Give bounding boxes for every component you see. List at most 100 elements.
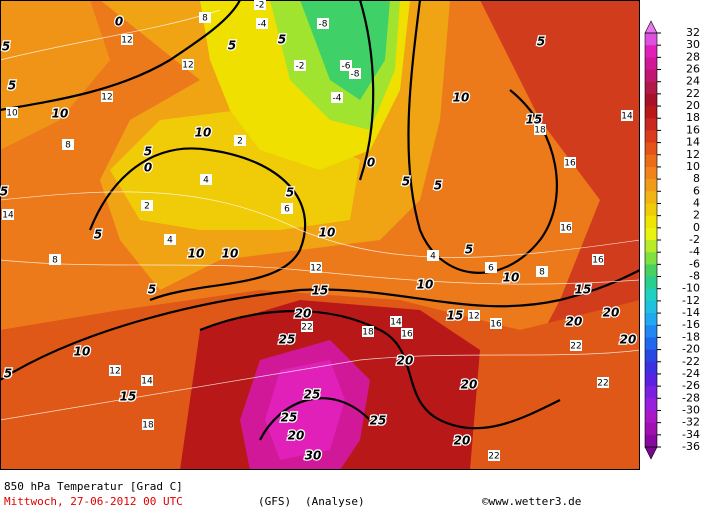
isotherm-label: 4 <box>203 176 209 186</box>
colorbar: 32302826242220181614121086420-2-4-6-8-10… <box>644 20 700 460</box>
colorbar-label: 2 <box>693 209 700 222</box>
contour-label: 20 <box>603 306 620 320</box>
contour-label: 5 <box>4 367 12 381</box>
isotherm-label-box <box>468 310 480 321</box>
colorbar-label: -10 <box>682 282 700 295</box>
run-label: (Analyse) <box>305 495 365 508</box>
isotherm-label-box <box>164 234 176 245</box>
contour-label: 25 <box>370 414 387 428</box>
isotherm-label-box <box>390 316 402 327</box>
colorbar-band <box>645 300 657 314</box>
isotherm-label-box <box>294 60 306 71</box>
colorbar-band <box>645 422 657 436</box>
colorbar-label: -24 <box>682 367 700 380</box>
isotherm-label: 6 <box>284 205 290 215</box>
isotherm-label: -4 <box>258 20 267 30</box>
colorbar-label: 4 <box>693 196 700 209</box>
credit: ©www.wetter3.de <box>482 495 581 508</box>
isotherm-label: 12 <box>109 367 120 377</box>
colorbar-band <box>645 81 657 95</box>
colorbar-label: -28 <box>682 391 700 404</box>
contour-label: 20 <box>288 429 305 443</box>
model-label: (GFS) <box>258 495 291 508</box>
colorbar-band <box>645 325 657 338</box>
isotherm-label: -4 <box>333 94 342 104</box>
colorbar-label: -14 <box>682 306 700 319</box>
contour-label: 5 <box>0 185 8 199</box>
colorbar-label: -8 <box>689 270 700 283</box>
colorbar-band <box>645 240 657 253</box>
isotherm-label: 2 <box>144 202 150 212</box>
contour-label: 5 <box>465 243 473 257</box>
isotherm-label-box <box>141 200 153 211</box>
isotherm-label: 12 <box>101 93 112 103</box>
isotherm-label-box <box>101 91 113 102</box>
isotherm-label: 12 <box>182 61 193 71</box>
isotherm-label-box <box>331 92 343 103</box>
contour-label: 30 <box>305 449 322 463</box>
isotherm-label-box <box>254 0 266 10</box>
isotherm-label-box <box>310 262 322 273</box>
colorbar-label: -36 <box>682 440 700 453</box>
contour-label: 5 <box>8 79 16 93</box>
isotherm-label-box <box>109 365 121 376</box>
isotherm-label-box <box>570 340 582 351</box>
hot-region <box>265 360 345 460</box>
date-label: Mittwoch, 27-06-2012 00 UTC <box>4 495 183 508</box>
isotherm-label-box <box>182 59 194 70</box>
colorbar-label: 24 <box>686 75 700 88</box>
contour-label: 20 <box>566 315 583 329</box>
contour-label: 5 <box>537 35 545 49</box>
isotherm-label: 4 <box>430 252 436 262</box>
contour-label: 5 <box>286 186 294 200</box>
isotherm-label: 22 <box>488 452 499 462</box>
isotherm-label-box <box>340 60 352 71</box>
isotherm-label: -6 <box>342 62 351 72</box>
isotherm-label-box <box>142 419 154 430</box>
contour-label: 10 <box>222 247 239 261</box>
isotherm-label: 14 <box>621 112 633 122</box>
colorbar-arrow <box>644 446 658 460</box>
colorbar-band <box>645 191 657 204</box>
colorbar-label: 26 <box>686 63 700 76</box>
isotherm-label-box <box>49 254 61 265</box>
isotherm-label: 6 <box>488 264 494 274</box>
contour-label: 20 <box>397 354 414 368</box>
contour-label: 25 <box>279 333 296 347</box>
contour-label: 10 <box>453 91 470 105</box>
colorbar-label: 16 <box>686 123 700 136</box>
contour-label: 10 <box>74 345 91 359</box>
contour-label: 20 <box>454 434 471 448</box>
isotherm-label-box <box>301 321 313 332</box>
isotherm-label-box <box>362 326 374 337</box>
colorbar-band <box>645 410 657 424</box>
isotherms <box>0 9 640 421</box>
contour-label: 20 <box>461 378 478 392</box>
contour-label: 10 <box>503 271 520 285</box>
colorbar-band <box>645 398 657 411</box>
colorbar-label: 12 <box>686 148 700 161</box>
contour-label: 5 <box>148 283 156 297</box>
isotherm-label-box <box>597 377 609 388</box>
isotherm-label: 10 <box>6 109 18 119</box>
isotherm-label-box <box>121 34 133 45</box>
contour-label: 10 <box>52 107 69 121</box>
isotherm-label-box <box>62 139 74 150</box>
isotherm-label: -8 <box>319 20 328 30</box>
region <box>0 0 110 150</box>
colorbar-label: -12 <box>682 294 700 307</box>
colorbar-band <box>645 276 657 290</box>
contour-label: 20 <box>620 333 637 347</box>
isotherm-label-box <box>401 328 413 339</box>
contour-label: 0 <box>367 156 375 170</box>
colorbar-band <box>645 386 657 399</box>
colorbar-label: -2 <box>689 233 700 246</box>
colorbar-band <box>645 93 657 107</box>
colorbar-band <box>645 33 657 46</box>
isotherm-label-box <box>199 12 211 23</box>
colorbar-label: 14 <box>686 136 700 149</box>
colorbar-band <box>645 179 657 192</box>
isotherm-label: 22 <box>597 379 608 389</box>
colorbar-label: -34 <box>682 428 700 441</box>
